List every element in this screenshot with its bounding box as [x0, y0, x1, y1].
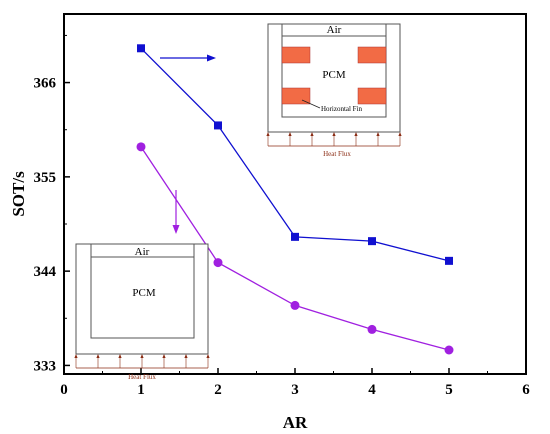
series-1-point-2 — [290, 300, 300, 310]
inset-nofin-air-label: Air — [135, 246, 150, 258]
series-0-point-0 — [137, 44, 145, 53]
series-1-point-4 — [444, 345, 454, 355]
inset-nofin-diagram: Air PCM Heat Flux — [74, 243, 210, 381]
nofin-flux-arrowhead-6 — [206, 354, 210, 358]
y-tick-label-3: 366 — [34, 76, 57, 92]
fin-top-left — [281, 46, 311, 64]
tick-labels: 0 1 2 3 4 5 6 333 344 355 366 — [34, 76, 531, 398]
fin-flux-arrowhead-3 — [332, 132, 336, 136]
fin-flux-arrowhead-6 — [398, 132, 402, 136]
series-0-point-3 — [368, 237, 376, 246]
inset-fin-pcm-label: PCM — [322, 69, 345, 81]
fin-bottom-left — [281, 87, 311, 105]
x-tick-label-0: 0 — [60, 382, 68, 398]
arrow-purple-head — [172, 225, 180, 234]
arrow-blue-head — [207, 54, 216, 62]
inset-fin-diagram: Air PCM Horizontal Fin Heat Flux — [266, 23, 402, 158]
inset-fin-container — [281, 23, 387, 118]
ticks — [63, 34, 527, 374]
fin-flux-arrowhead-2 — [310, 132, 314, 136]
x-tick-label-1: 1 — [137, 382, 145, 398]
fin-leader-line — [301, 99, 321, 109]
nofin-flux-arrowhead-0 — [74, 354, 78, 358]
inset-fin-flux-label: Heat Flux — [323, 150, 351, 158]
inset-nofin-container — [90, 243, 195, 339]
y-tick-label-0: 333 — [34, 358, 57, 374]
series-0-point-4 — [445, 256, 453, 265]
x-tick-label-6: 6 — [522, 382, 530, 398]
inset-nofin-flux-label: Heat Flux — [128, 373, 156, 381]
series-1-point-3 — [367, 324, 377, 334]
fin-bottom-right — [357, 87, 387, 105]
y-tick-label-2: 355 — [34, 170, 57, 186]
fin-flux-arrowhead-5 — [376, 132, 380, 136]
nofin-flux-arrowhead-1 — [96, 354, 100, 358]
x-tick-label-5: 5 — [445, 382, 453, 398]
fin-flux-arrowhead-4 — [354, 132, 358, 136]
x-tick-label-2: 2 — [214, 382, 222, 398]
inset-nofin-pcm-label: PCM — [132, 287, 155, 299]
x-tick-label-4: 4 — [368, 382, 376, 398]
nofin-flux-arrowhead-3 — [140, 354, 144, 358]
series-markers — [136, 44, 454, 355]
series-0-point-1 — [214, 121, 222, 130]
fin-top-right — [357, 46, 387, 64]
fin-flux-arrowhead-1 — [288, 132, 292, 136]
series-0-point-2 — [291, 232, 299, 241]
nofin-flux-arrowhead-5 — [184, 354, 188, 358]
y-axis-label: SOT/s — [9, 171, 28, 217]
series-1-point-1 — [213, 258, 223, 268]
inset-fin-air-label: Air — [327, 24, 342, 36]
inset-fin-fin-label: Horizontal Fin — [321, 105, 363, 113]
inset-nofin-flux-arrows — [74, 354, 210, 369]
nofin-flux-arrowhead-4 — [162, 354, 166, 358]
series-1-point-0 — [136, 142, 146, 152]
y-tick-label-1: 344 — [34, 264, 57, 280]
x-axis-label: AR — [283, 413, 308, 432]
nofin-flux-arrowhead-2 — [118, 354, 122, 358]
fin-flux-arrowhead-0 — [266, 132, 270, 136]
inset-fin-outer — [267, 23, 401, 133]
x-tick-label-3: 3 — [291, 382, 299, 398]
inset-fin-flux-arrows — [266, 132, 402, 147]
